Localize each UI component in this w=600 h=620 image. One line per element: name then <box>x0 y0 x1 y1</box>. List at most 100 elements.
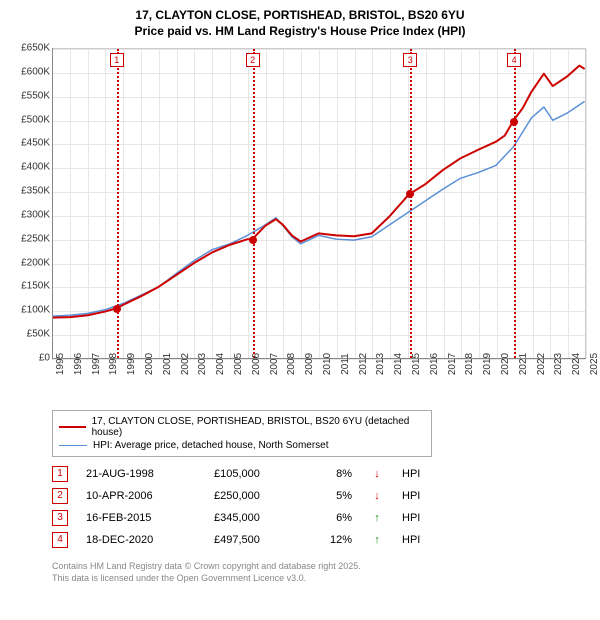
y-tick-label: £200K <box>21 257 50 268</box>
y-tick-label: £0 <box>39 353 50 364</box>
transaction-pct: 5% <box>312 490 352 502</box>
event-marker-dot <box>510 118 518 126</box>
trend-arrow-icon: ↓ <box>370 468 384 480</box>
x-tick-label: 2004 <box>215 353 226 375</box>
x-tick-label: 1995 <box>55 353 66 375</box>
x-tick-label: 2020 <box>500 353 511 375</box>
x-tick-label: 2019 <box>482 353 493 375</box>
y-tick-label: £600K <box>21 66 50 77</box>
chart-subtitle: Price paid vs. HM Land Registry's House … <box>8 24 592 38</box>
x-tick-label: 2018 <box>464 353 475 375</box>
x-tick-label: 2009 <box>304 353 315 375</box>
y-tick-label: £550K <box>21 90 50 101</box>
transaction-row: 1 21-AUG-1998 £105,000 8% ↓ HPI <box>52 463 592 485</box>
transaction-row: 418-DEC-2020£497,50012%↑HPI <box>52 529 592 551</box>
transaction-marker-number: 4 <box>52 532 68 548</box>
legend-swatch <box>59 426 86 428</box>
transaction-date: 10-APR-2006 <box>86 490 196 502</box>
trend-arrow-icon: ↑ <box>370 534 384 546</box>
chart-area: 1 2 3 4 £0 £50K £100K £150K £200K £250K £300K £350… <box>8 44 592 404</box>
y-tick-label: £450K <box>21 138 50 149</box>
legend-label: 17, CLAYTON CLOSE, PORTISHEAD, BRISTOL, … <box>92 416 425 438</box>
event-marker-number: 2 <box>246 53 260 67</box>
legend-label: HPI: Average price, detached house, Nort… <box>93 440 329 451</box>
x-tick-label: 2022 <box>536 353 547 375</box>
transaction-pct: 6% <box>312 512 352 524</box>
legend-swatch <box>59 445 87 446</box>
event-marker-dot <box>249 236 257 244</box>
y-tick-label: £100K <box>21 305 50 316</box>
x-tick-label: 2010 <box>322 353 333 375</box>
series-line <box>52 66 584 318</box>
transaction-date: 21-AUG-1998 <box>86 468 196 480</box>
x-tick-label: 1996 <box>73 353 84 375</box>
event-marker-number: 1 <box>110 53 124 67</box>
transaction-date: 16-FEB-2015 <box>86 512 196 524</box>
transaction-vs-label: HPI <box>402 468 432 480</box>
x-tick-label: 1999 <box>126 353 137 375</box>
chart-container: 17, CLAYTON CLOSE, PORTISHEAD, BRISTOL, … <box>0 0 600 590</box>
x-tick-label: 2023 <box>553 353 564 375</box>
transaction-marker-number: 1 <box>52 466 68 482</box>
x-tick-label: 2006 <box>251 353 262 375</box>
x-tick-label: 2021 <box>518 353 529 375</box>
transaction-pct: 8% <box>312 468 352 480</box>
y-tick-label: £350K <box>21 186 50 197</box>
transaction-marker-number: 3 <box>52 510 68 526</box>
x-tick-label: 2008 <box>286 353 297 375</box>
plot-region: 1 2 3 4 <box>52 48 586 358</box>
transaction-price: £497,500 <box>214 534 294 546</box>
event-marker-number: 4 <box>507 53 521 67</box>
transaction-price: £105,000 <box>214 468 294 480</box>
chart-title: 17, CLAYTON CLOSE, PORTISHEAD, BRISTOL, … <box>8 8 592 22</box>
trend-arrow-icon: ↓ <box>370 490 384 502</box>
x-tick-label: 2011 <box>340 353 351 375</box>
line-series-svg <box>52 49 585 358</box>
event-marker-line <box>410 49 412 358</box>
x-tick-label: 2015 <box>411 353 422 375</box>
transaction-pct: 12% <box>312 534 352 546</box>
x-tick-label: 2014 <box>393 353 404 375</box>
x-tick-label: 2012 <box>358 353 369 375</box>
transaction-table: 121-AUG-1998£105,0008%↓HPI210-APR-2006£2… <box>52 463 592 551</box>
x-tick-label: 2001 <box>162 353 173 375</box>
y-tick-label: £250K <box>21 233 50 244</box>
x-tick-label: 2025 <box>589 353 600 375</box>
gridline-v <box>586 49 587 358</box>
x-tick-label: 2016 <box>429 353 440 375</box>
x-tick-label: 1997 <box>91 353 102 375</box>
footer-attribution: Contains HM Land Registry data © Crown c… <box>52 561 592 584</box>
x-tick-label: 1998 <box>108 353 119 375</box>
x-tick-label: 2007 <box>269 353 280 375</box>
y-tick-label: £50K <box>27 329 50 340</box>
x-tick-label: 2024 <box>571 353 582 375</box>
legend-item: HPI: Average price, detached house, Nort… <box>59 439 425 452</box>
legend-item: 17, CLAYTON CLOSE, PORTISHEAD, BRISTOL, … <box>59 415 425 439</box>
transaction-vs-label: HPI <box>402 534 432 546</box>
transaction-row: 3 16-FEB-2015 £345,000 6% ↑ HPI <box>52 507 592 529</box>
footer-line-2: This data is licensed under the Open Gov… <box>52 573 592 585</box>
transaction-price: £250,000 <box>214 490 294 502</box>
y-tick-label: £300K <box>21 209 50 220</box>
x-tick-label: 2003 <box>197 353 208 375</box>
transaction-price: £345,000 <box>214 512 294 524</box>
event-marker-dot <box>113 305 121 313</box>
transaction-vs-label: HPI <box>402 512 432 524</box>
event-marker-line <box>253 49 255 358</box>
event-marker-line <box>514 49 516 358</box>
y-tick-label: £400K <box>21 162 50 173</box>
y-tick-label: £500K <box>21 114 50 125</box>
y-tick-label: £150K <box>21 281 50 292</box>
x-tick-label: 2013 <box>375 353 386 375</box>
x-tick-label: 2005 <box>233 353 244 375</box>
x-tick-label: 2002 <box>180 353 191 375</box>
footer-line-1: Contains HM Land Registry data © Crown c… <box>52 561 592 573</box>
event-marker-number: 3 <box>403 53 417 67</box>
y-axis-line <box>52 48 53 358</box>
legend-box: 17, CLAYTON CLOSE, PORTISHEAD, BRISTOL, … <box>52 410 432 457</box>
transaction-row: 210-APR-2006£250,0005%↓HPI <box>52 485 592 507</box>
trend-arrow-icon: ↑ <box>370 512 384 524</box>
x-tick-label: 2017 <box>447 353 458 375</box>
transaction-vs-label: HPI <box>402 490 432 502</box>
event-marker-dot <box>406 190 414 198</box>
